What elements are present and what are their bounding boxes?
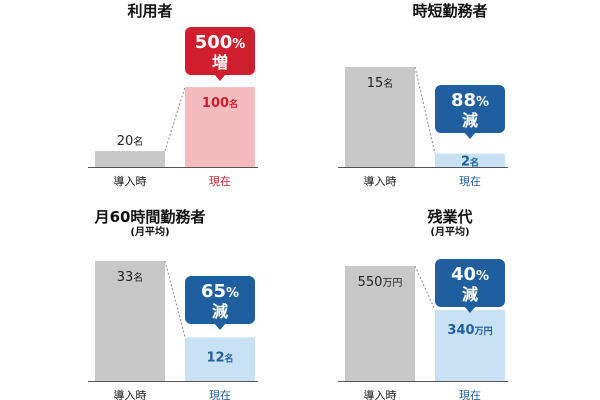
chart-title: 残業代 (月平均) <box>300 208 600 239</box>
bar-current <box>185 87 255 167</box>
x-tick-label-before: 導入時 <box>114 388 147 400</box>
bar-value-label-before: 33名 <box>117 270 144 285</box>
x-tick-label-current: 現在 <box>459 389 481 400</box>
chart-title-main: 利用者 <box>127 2 173 20</box>
change-badge-box <box>435 259 505 307</box>
connector-line <box>414 66 436 154</box>
chart-subtitle: (月平均) <box>430 227 470 238</box>
value-unit: 万円 <box>474 326 493 337</box>
bar-before <box>95 261 165 381</box>
value-unit: 名 <box>470 156 479 168</box>
bar-value-label-before: 15名 <box>367 76 394 91</box>
bar-before <box>95 151 165 167</box>
change-percent: 65% <box>201 281 239 302</box>
change-percent: 88% <box>451 90 489 111</box>
value-number: 100 <box>202 96 229 111</box>
connector-line <box>164 86 186 152</box>
change-badge-box <box>435 85 505 133</box>
change-badge-pointer <box>214 74 226 81</box>
value-unit: 名 <box>133 271 143 284</box>
change-badge: 65%減 <box>185 276 255 330</box>
bar-value-label-current: 340万円 <box>447 323 492 338</box>
chart-panel-overtime-pay: 残業代 (月平均) 550万円 340万円 導入時 現在 40% 減 <box>300 200 600 400</box>
bar-value-label-before: 550万円 <box>358 275 403 290</box>
value-number: 33 <box>117 270 134 285</box>
change-badge: 500%増 <box>185 27 255 81</box>
change-number: 88 <box>451 90 476 111</box>
value-number: 15 <box>367 76 384 91</box>
bar-value-label-current: 100名 <box>202 96 238 111</box>
change-badge: 40%減 <box>435 259 505 313</box>
value-number: 12 <box>206 350 224 365</box>
x-tick-label-before: 導入時 <box>114 174 147 188</box>
value-number: 20 <box>117 134 134 149</box>
value-unit: 名 <box>229 98 238 110</box>
change-number: 40 <box>451 264 476 285</box>
change-pct-sign: % <box>476 269 489 284</box>
connector-line <box>164 260 186 338</box>
chart-panel-users: 利用者 20名 100名 導入時 現在 500% 増 <box>0 0 300 200</box>
chart-title-main: 時短勤務者 <box>412 2 488 20</box>
bar-value-label-current: 2名 <box>461 154 479 169</box>
change-badge: 88%減 <box>435 85 505 139</box>
x-tick-label-current: 現在 <box>459 175 481 188</box>
chart-title: 月60時間勤務者 (月平均) <box>0 208 300 239</box>
change-pct-sign: % <box>226 286 239 301</box>
chart-panel-60h-workers: 月60時間勤務者 (月平均) 33名 12名 導入時 現在 65% 減 <box>0 200 300 400</box>
change-badge-box <box>185 27 255 75</box>
value-unit: 名 <box>133 135 143 148</box>
value-unit: 名 <box>383 77 393 90</box>
x-tick-label-current: 現在 <box>209 175 231 188</box>
chart-title: 利用者 <box>0 2 300 20</box>
chart-panel-short-time-workers: 時短勤務者 15名 2名 導入時 現在 88% 減 <box>300 0 600 200</box>
x-tick-label-before: 導入時 <box>364 388 397 400</box>
chart-subtitle: (月平均) <box>130 227 170 238</box>
change-badge-pointer <box>464 306 476 313</box>
bar-before <box>345 67 415 167</box>
value-unit: 万円 <box>382 278 402 289</box>
change-word: 減 <box>212 302 228 321</box>
change-percent: 500% <box>195 32 246 53</box>
change-word: 増 <box>212 53 228 72</box>
chart-title-main: 残業代 <box>427 208 473 226</box>
bar-before <box>345 266 415 381</box>
change-badge-pointer <box>464 132 476 139</box>
value-number: 550 <box>358 275 383 290</box>
change-pct-sign: % <box>476 95 489 110</box>
change-word: 減 <box>462 285 478 304</box>
bar-value-label-before: 20名 <box>117 134 144 149</box>
change-number: 65 <box>201 281 226 302</box>
value-number: 2 <box>461 154 470 169</box>
bar-current <box>435 153 505 167</box>
connector-line <box>414 265 436 311</box>
x-tick-label-current: 現在 <box>209 389 231 400</box>
value-number: 340 <box>447 323 474 338</box>
change-badge-pointer <box>214 323 226 330</box>
change-percent: 40% <box>451 264 489 285</box>
change-number: 500 <box>195 32 233 53</box>
x-tick-label-before: 導入時 <box>364 174 397 188</box>
value-unit: 名 <box>225 352 234 364</box>
chart-title: 時短勤務者 <box>300 2 600 20</box>
change-pct-sign: % <box>232 37 245 52</box>
bar-current <box>435 309 505 381</box>
bar-value-label-current: 12名 <box>206 350 233 365</box>
change-word: 減 <box>462 111 478 130</box>
bar-current <box>185 337 255 381</box>
change-badge-box <box>185 276 255 324</box>
chart-title-main: 月60時間勤務者 <box>94 208 206 226</box>
